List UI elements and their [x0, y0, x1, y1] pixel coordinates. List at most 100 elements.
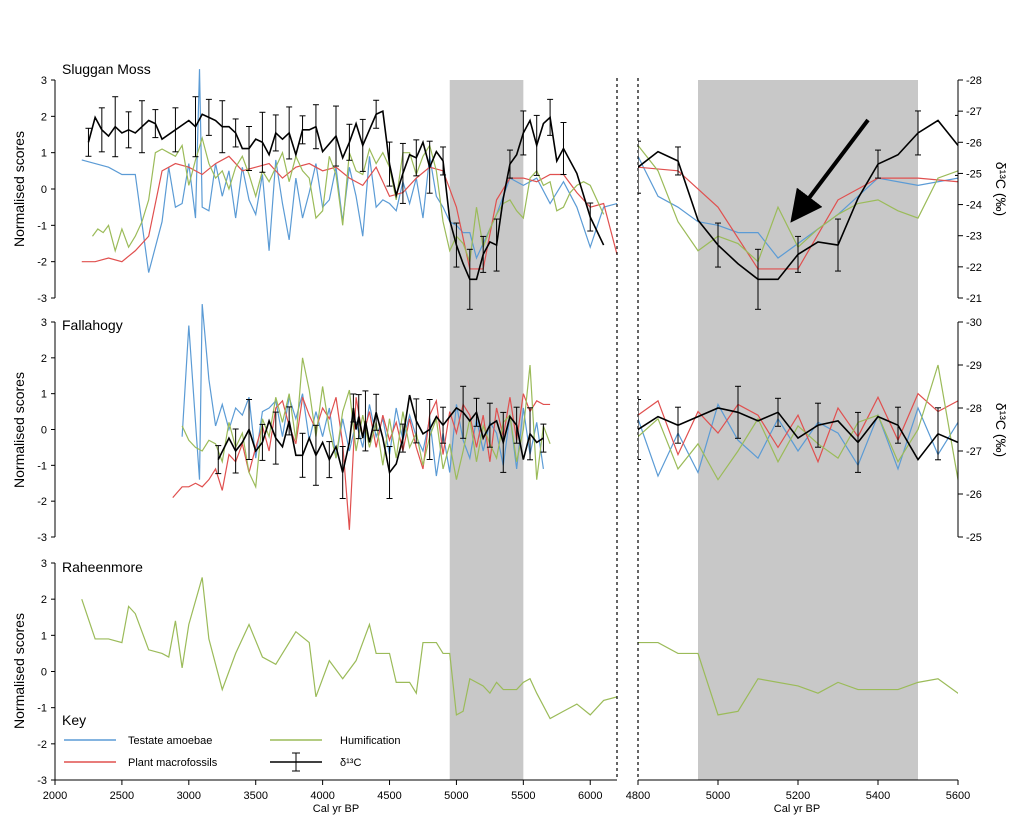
y-tick-label-panel3-2: -1 [37, 703, 47, 715]
x-tick-label-left-3: 3500 [243, 790, 267, 802]
errorbar-2-left-16 [326, 441, 333, 479]
y-tick-label-panel3-1: -2 [37, 739, 47, 751]
y-tick-label-panel3-5: 2 [41, 594, 47, 606]
series-1-3-right [638, 119, 958, 281]
y-tick-label-panel3-0: -3 [37, 775, 47, 787]
annotation-arrow [790, 118, 870, 223]
errorbar-1-left-6 [125, 111, 132, 149]
y-tick-label-panel1-4: 1 [41, 148, 47, 160]
errorbar-1-left-8 [138, 100, 145, 154]
y-tick-label-panel2-0: -3 [37, 532, 47, 544]
errorbar-1-left-36 [346, 123, 353, 161]
errorbar-2-right-6 [135, 424, 141, 460]
errorbar-1-left-56 [480, 235, 487, 273]
errorbar-1-left-32 [312, 104, 319, 150]
errorbar-1-right-66 [995, 99, 1001, 135]
errorbar-1-left-16 [205, 98, 212, 136]
legend-label-testate: Testate amoebae [128, 735, 212, 747]
series-1-1-right [638, 166, 958, 270]
errorbar-1-right-38 [435, 119, 441, 171]
legend-label-humif: Humification [340, 735, 401, 747]
y-tick-label-panel2-6: 3 [41, 317, 47, 329]
errorbar-1-left-62 [520, 110, 527, 156]
right-tick-label-panel2-1: -29 [966, 360, 982, 372]
series-3-0-left [81, 577, 617, 720]
y-tick-label-panel2-1: -2 [37, 496, 47, 508]
series-layer [55, 69, 1001, 720]
errorbar-2-left-32 [413, 398, 420, 444]
series-1-0-right [638, 154, 958, 259]
errorbar-1-left-44 [399, 142, 406, 204]
x-tick-label-left-1: 2500 [110, 790, 134, 802]
errorbar-1-left-26 [272, 114, 279, 152]
right-tick-label-panel1-2: -26 [966, 137, 982, 149]
errorbar-2-right-36 [675, 406, 681, 444]
errorbar-1-left-60 [506, 149, 513, 179]
series-1-1-left [81, 155, 617, 270]
errorbar-1-right-36 [395, 124, 401, 160]
errorbar-2-right-8 [175, 412, 181, 464]
legend-label-d13c: δ¹³C [340, 757, 361, 769]
right-tick-label-panel1-5: -23 [966, 231, 982, 243]
errorbar-2-left-48 [527, 407, 534, 461]
errorbar-1-left-14 [192, 96, 199, 158]
errorbar-1-left-38 [359, 118, 366, 172]
y-axis-label-panel1: Normalised scores [11, 131, 27, 247]
errorbar-2-left-6 [259, 423, 266, 461]
x-tick-label-left-4: 4000 [310, 790, 334, 802]
errorbar-2-right-46 [895, 406, 901, 444]
errorbar-1-left-58 [493, 218, 500, 272]
errorbar-1-right-52 [715, 222, 721, 268]
x-tick-label-right-1: 5000 [706, 790, 730, 802]
right-tick-label-panel2-2: -28 [966, 403, 982, 415]
errorbar-2-left-50 [540, 423, 547, 453]
series-2-3-right [638, 407, 958, 462]
errorbar-1-left-4 [112, 96, 119, 158]
series-3-0-right [638, 641, 958, 716]
errorbar-2-left-44 [500, 411, 507, 473]
errorbar-1-left-24 [259, 111, 266, 173]
errorbar-1-left-66 [547, 98, 554, 136]
y-tick-label-panel1-1: -2 [37, 257, 47, 269]
x-tick-label-left-6: 5000 [444, 790, 468, 802]
errorbar-2-right-44 [855, 411, 861, 473]
errorbar-2-left-30 [399, 423, 406, 453]
errorbar-1-left-10 [152, 109, 159, 139]
errorbar-1-right-50 [675, 146, 681, 176]
x-tick-label-left-7: 5500 [511, 790, 535, 802]
errorbar-1-left-28 [286, 106, 293, 160]
errorbar-1-left-46 [413, 139, 420, 177]
y-tick-label-panel1-6: 3 [41, 75, 47, 87]
x-axis-label-left: Cal yr BP [313, 803, 359, 815]
errorbar-1-left-48 [426, 140, 433, 194]
right-axis-label-panel1: δ¹³C (‰) [993, 162, 1009, 216]
errorbar-1-left-68 [560, 122, 567, 176]
errorbar-1-left-18 [219, 100, 226, 154]
y-tick-label-panel1-3: 0 [41, 184, 47, 196]
errorbar-2-left-34 [426, 399, 433, 460]
series-2-1-right [638, 392, 958, 464]
errorbar-2-left-36 [440, 406, 447, 444]
series-2-0-right [638, 402, 958, 478]
errorbar-2-right-38 [735, 385, 741, 439]
x-tick-label-right-3: 5400 [866, 790, 890, 802]
errorbar-1-right-56 [795, 235, 801, 273]
right-tick-label-panel1-4: -24 [966, 200, 982, 212]
y-tick-label-panel2-3: 0 [41, 425, 47, 437]
legend: Key Testate amoebae Plant macrofossils H… [62, 712, 401, 772]
errorbar-1-right-54 [755, 248, 761, 310]
shaded-intervals [449, 80, 918, 780]
errorbar-1-right-20 [55, 119, 61, 147]
errorbar-2-left-24 [362, 390, 369, 452]
errorbar-1-left-0 [85, 127, 92, 157]
axes-layer: 2000 2500 3000 3500 4000 4500 5000 5500 6000 4800… [37, 75, 982, 802]
x-tick-label-right-4: 5600 [946, 790, 970, 802]
errorbar-1-right-64 [955, 114, 958, 176]
right-tick-label-panel2-5: -25 [966, 532, 982, 544]
errorbar-2-left-46 [513, 406, 520, 444]
series-2-3-left [217, 394, 544, 475]
y-tick-label-panel3-3: 0 [41, 667, 47, 679]
errorbar-2-left-42 [486, 402, 493, 448]
y-tick-label-panel2-5: 2 [41, 353, 47, 365]
